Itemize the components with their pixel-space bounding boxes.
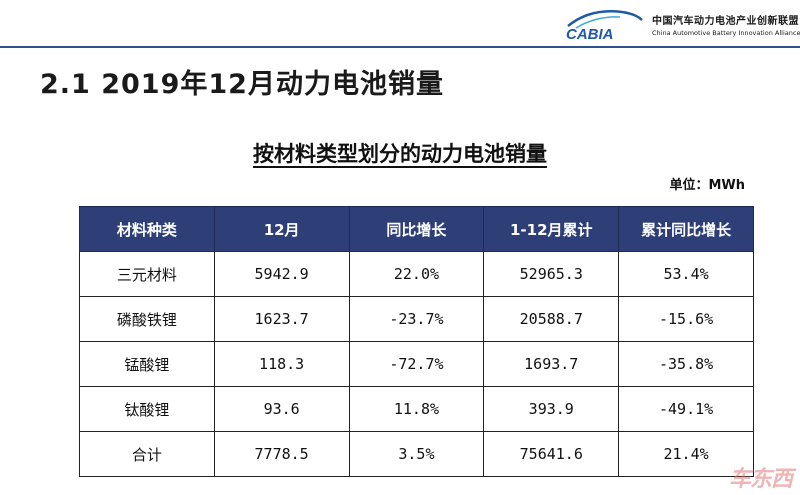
cumulative-cell: 393.9: [483, 386, 620, 432]
cumulative-growth-cell: 53.4%: [618, 251, 754, 297]
table-row: 钛酸锂 93.6 11.8% 393.9 -49.1%: [79, 386, 754, 432]
top-bar: CABIA 中国汽车动力电池产业创新联盟 China Automotive Ba…: [0, 0, 800, 48]
cumulative-growth-cell: -35.8%: [618, 341, 754, 387]
sales-table: 材料种类 12月 同比增长 1-12月累计 累计同比增长 三元材料 5942.9…: [79, 206, 754, 477]
cumulative-cell: 52965.3: [483, 251, 620, 297]
yoy-growth-cell: -23.7%: [348, 296, 485, 342]
cumulative-growth-cell: -49.1%: [618, 386, 754, 432]
org-name-cn: 中国汽车动力电池产业创新联盟: [652, 16, 799, 27]
material-cell: 锰酸锂: [79, 341, 215, 387]
table-title-wrap: 按材料类型划分的动力电池销量: [0, 138, 800, 168]
cumulative-growth-cell: 21.4%: [618, 431, 754, 477]
dec-sales-cell: 118.3: [213, 341, 350, 387]
cumulative-cell: 20588.7: [483, 296, 620, 342]
dec-sales-cell: 7778.5: [213, 431, 350, 477]
table-row: 锰酸锂 118.3 -72.7% 1693.7 -35.8%: [79, 341, 754, 387]
org-name-en: China Automotive Battery Innovation Alli…: [652, 29, 800, 37]
cumulative-cell: 75641.6: [483, 431, 620, 477]
logo-mark-text: CABIA: [566, 26, 614, 42]
material-cell: 三元材料: [79, 251, 215, 297]
table-title: 按材料类型划分的动力电池销量: [253, 142, 547, 166]
yoy-growth-cell: 22.0%: [348, 251, 485, 297]
yoy-growth-cell: 3.5%: [348, 431, 485, 477]
watermark-logo: 车东西: [728, 467, 793, 492]
header-divider: [0, 46, 800, 48]
slide-title: 2.1 2019年12月动力电池销量: [40, 69, 444, 100]
dec-sales-cell: 1623.7: [213, 296, 350, 342]
column-header: 累计同比增长: [618, 206, 754, 252]
yoy-growth-cell: 11.8%: [348, 386, 485, 432]
table-row: 三元材料 5942.9 22.0% 52965.3 53.4%: [79, 251, 754, 297]
material-cell: 钛酸锂: [79, 386, 215, 432]
material-cell: 磷酸铁锂: [79, 296, 215, 342]
yoy-growth-cell: -72.7%: [348, 341, 485, 387]
dec-sales-cell: 5942.9: [213, 251, 350, 297]
column-header: 材料种类: [79, 206, 215, 252]
column-header: 1-12月累计: [483, 206, 620, 252]
column-header: 同比增长: [348, 206, 485, 252]
table-row: 磷酸铁锂 1623.7 -23.7% 20588.7 -15.6%: [79, 296, 754, 342]
cabia-logo: CABIA 中国汽车动力电池产业创新联盟 China Automotive Ba…: [562, 6, 800, 42]
dec-sales-cell: 93.6: [213, 386, 350, 432]
unit-label: 单位：MWh: [669, 178, 745, 193]
table-row-total: 合计 7778.5 3.5% 75641.6 21.4%: [79, 431, 754, 477]
column-header: 12月: [213, 206, 350, 252]
table-header-row: 材料种类 12月 同比增长 1-12月累计 累计同比增长: [79, 206, 754, 252]
cumulative-growth-cell: -15.6%: [618, 296, 754, 342]
cabia-logo-icon: CABIA: [566, 10, 643, 42]
cumulative-cell: 1693.7: [483, 341, 620, 387]
material-cell: 合计: [79, 431, 215, 477]
